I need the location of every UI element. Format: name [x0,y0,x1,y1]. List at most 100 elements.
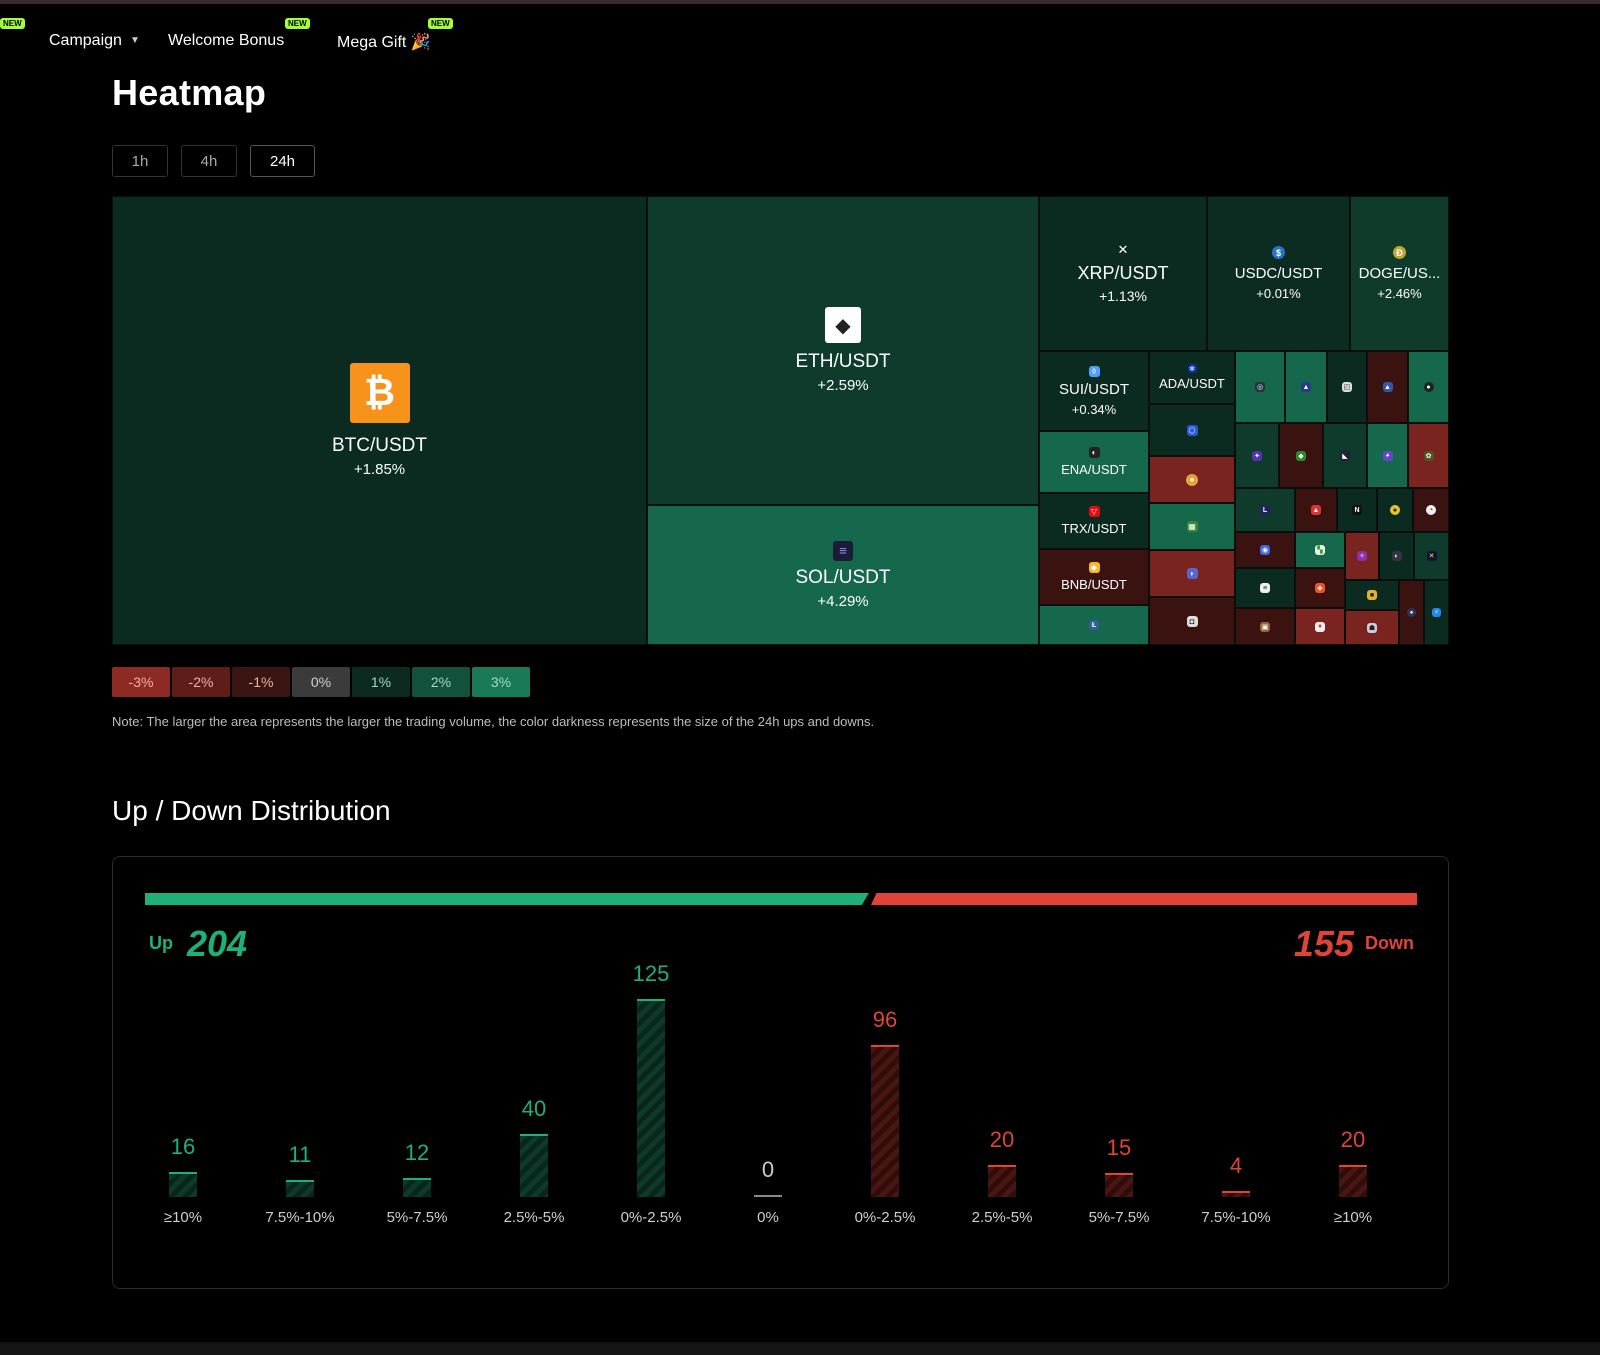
ada-icon: ✻ [1187,364,1197,373]
bar-value-label: 12 [404,1139,430,1165]
heatmap-tile-small[interactable]: ● [1408,351,1449,423]
bar-value-label: 0 [761,1157,775,1182]
heatmap-tile-small[interactable]: ◘ [1149,597,1235,645]
bar-value-label: 16 [170,1133,196,1159]
timeframe-24h-button[interactable]: 24h [250,145,315,177]
heatmap-tile-sui[interactable]: ◊ SUI/USDT +0.34% [1039,351,1149,431]
heatmap-tile-ltc[interactable]: Ł [1039,605,1149,645]
bar-category-label: ≥10% [163,1209,203,1226]
distribution-bar[interactable] [1339,1165,1367,1197]
heatmap-tile-small[interactable]: ◗ [1149,550,1235,597]
heatmap-tile-small[interactable]: N [1337,488,1377,532]
heatmap-tile-small[interactable]: ▲ [1285,351,1327,423]
heatmap-tile-trx[interactable]: ▽ TRX/USDT [1039,493,1149,549]
heatmap-tile-small[interactable]: ▣ [1235,608,1295,645]
heatmap-tile-small[interactable]: ♦ [1295,608,1345,645]
bar-category-label: 0%-2.5% [854,1209,916,1226]
bar-category-label: 0% [757,1209,779,1226]
timeframe-4h-button[interactable]: 4h [181,145,237,177]
caret-down-icon: ▼ [129,35,140,47]
distribution-bar[interactable] [1222,1190,1250,1197]
bar-value-label: 15 [1106,1135,1132,1161]
tile-symbol: BNB/USDT [1061,577,1127,592]
coin-icon: ● [1186,473,1198,486]
heatmap-tile-btc[interactable]: ₿ BTC/USDT +1.85% [112,196,647,645]
heatmap-tile-small[interactable]: ▚ [1295,532,1345,568]
distribution-bar[interactable] [988,1165,1016,1197]
coin-icon: ■ [1367,590,1377,600]
litecoin-icon: Ł [1089,620,1099,630]
heatmap-tile-small[interactable]: ⚡ [1424,580,1449,645]
heatmap-tile-small[interactable]: ● [1399,580,1424,645]
heatmap-tile-small[interactable]: ▦ [1149,503,1235,550]
heatmap-tile-small[interactable]: ≡ [1235,568,1295,608]
heatmap-note: Note: The larger the area represents the… [112,714,875,729]
distribution-bar[interactable] [1105,1173,1133,1197]
up-label: Up [149,933,173,953]
heatmap-tile-small[interactable]: ◉ [1235,532,1295,568]
heatmap-tile-small[interactable]: ✦ [1235,423,1279,488]
heatmap-tile-small[interactable]: ◐ [1379,532,1414,580]
heatmap-tile-small[interactable]: ◣ [1323,423,1367,488]
ena-icon: ◐ [1088,447,1100,458]
heatmap-tile-small[interactable]: ● [1149,456,1235,503]
heatmap-tile-small[interactable]: ✿ [1408,423,1449,488]
heatmap-tile-small[interactable]: ◔ [1413,488,1449,532]
timeframe-1h-button[interactable]: 1h [112,145,168,177]
distribution-chart: 16 ≥10% 11 7.5%-10% 12 5%-7.5% 40 2.5%-5% 125 0%-… [113,857,1450,1290]
coin-icon: ◰ [1342,382,1352,392]
heatmap-tile-ena[interactable]: ◐ ENA/USDT [1039,431,1149,493]
heatmap-tile-small[interactable]: ☗ [1345,610,1399,645]
heatmap-tile-sol[interactable]: ≡ SOL/USDT +4.29% [647,505,1039,645]
tile-symbol: SOL/USDT [795,566,891,588]
legend-swatch-plus-2: 2% [412,667,470,697]
heatmap-tile-usdc[interactable]: $ USDC/USDT +0.01% [1207,196,1350,351]
distribution-bar[interactable] [871,1044,899,1197]
nav-campaign[interactable]: Campaign ▼ [49,32,140,50]
distribution-bar[interactable] [520,1133,548,1197]
bar-value-label: 4 [1229,1152,1243,1178]
legend-swatch-zero: 0% [292,667,350,697]
top-border [0,0,1600,4]
bar-value-label: 40 [521,1095,547,1121]
legend-swatch-plus-1: 1% [352,667,410,697]
bar-category-label: 2.5%-5% [971,1209,1033,1226]
coin-icon: N [1352,505,1362,515]
heatmap-tile-link[interactable]: ⬡ [1149,404,1235,456]
heatmap-tile-small[interactable]: ▲ [1367,351,1408,423]
distribution-bar[interactable] [403,1177,431,1197]
heatmap-tile-small[interactable]: ■ [1345,580,1399,610]
tile-symbol: XRP/USDT [1077,263,1169,283]
tile-symbol: ETH/USDT [795,351,891,372]
nav-mega-gift[interactable]: Mega Gift 🎉 [337,32,431,52]
distribution-bar[interactable] [169,1171,197,1197]
coin-icon: ▚ [1315,545,1325,555]
heatmap-tile-small[interactable]: ◈ [1295,568,1345,608]
heatmap-tile-small[interactable]: L [1235,488,1295,532]
heatmap-tile-small[interactable]: ✕ [1414,532,1449,580]
heatmap-tile-small[interactable]: ◕ [1367,423,1408,488]
legend-swatch-minus-1: -1% [232,667,290,697]
heatmap-tile-small[interactable]: ◆ [1279,423,1323,488]
heatmap-tile-bnb[interactable]: ◆ BNB/USDT [1039,549,1149,605]
heatmap-tile-small[interactable]: ▲ [1295,488,1337,532]
heatmap-tile-ada[interactable]: ✻ ADA/USDT [1149,351,1235,404]
heatmap-tile-doge[interactable]: Ð DOGE/US... +2.46% [1350,196,1449,351]
nav-welcome-bonus[interactable]: Welcome Bonus [168,32,284,50]
coin-icon: ◔ [1426,505,1436,515]
distribution-bar[interactable] [637,999,665,1197]
coin-icon: ◐ [1391,551,1402,561]
heatmap-tile-eth[interactable]: ◆ ETH/USDT +2.59% [647,196,1039,505]
heatmap-tile-small[interactable]: ● [1377,488,1413,532]
heatmap-tile-small[interactable]: ◎ [1235,351,1285,423]
coin-icon: ● [1390,505,1400,515]
coin-icon: ◣ [1340,450,1350,461]
heatmap-tile-xrp[interactable]: ✕ XRP/USDT +1.13% [1039,196,1207,351]
heatmap-tile-small[interactable]: ✧ [1345,532,1379,580]
tile-change: +4.29% [817,592,869,610]
distribution-bar[interactable] [286,1179,314,1197]
distribution-bar[interactable] [754,1195,782,1197]
legend-swatch-minus-3: -3% [112,667,170,697]
coin-icon: ☗ [1367,622,1377,633]
heatmap-tile-small[interactable]: ◰ [1327,351,1367,423]
